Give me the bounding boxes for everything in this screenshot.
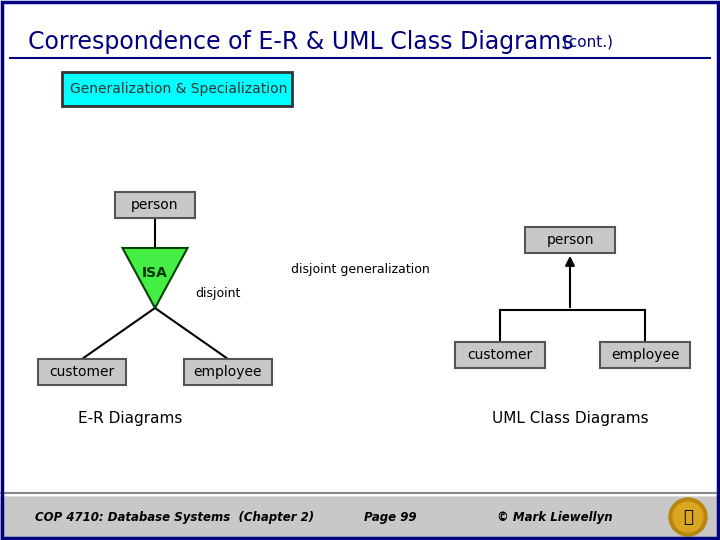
Text: Page 99: Page 99 xyxy=(364,511,416,524)
Circle shape xyxy=(669,498,707,536)
FancyBboxPatch shape xyxy=(62,72,292,106)
Text: ISA: ISA xyxy=(142,266,168,280)
Text: © Mark Liewellyn: © Mark Liewellyn xyxy=(498,511,613,524)
FancyBboxPatch shape xyxy=(525,227,615,253)
Text: person: person xyxy=(131,198,179,212)
Text: UML Class Diagrams: UML Class Diagrams xyxy=(492,410,648,426)
Text: employee: employee xyxy=(611,348,679,362)
FancyBboxPatch shape xyxy=(115,192,195,218)
Text: disjoint: disjoint xyxy=(195,287,240,300)
Text: 🦢: 🦢 xyxy=(683,508,693,526)
Polygon shape xyxy=(122,248,187,308)
Text: employee: employee xyxy=(194,365,262,379)
Text: disjoint generalization: disjoint generalization xyxy=(291,264,429,276)
Text: customer: customer xyxy=(467,348,533,362)
Text: (cont.): (cont.) xyxy=(558,35,613,50)
Circle shape xyxy=(673,502,703,532)
Text: Generalization & Specialization: Generalization & Specialization xyxy=(70,82,287,96)
FancyBboxPatch shape xyxy=(600,342,690,368)
Text: COP 4710: Database Systems  (Chapter 2): COP 4710: Database Systems (Chapter 2) xyxy=(35,511,315,524)
FancyBboxPatch shape xyxy=(0,497,720,540)
FancyBboxPatch shape xyxy=(38,359,126,385)
FancyBboxPatch shape xyxy=(455,342,545,368)
FancyBboxPatch shape xyxy=(184,359,272,385)
Text: person: person xyxy=(546,233,594,247)
Text: customer: customer xyxy=(50,365,114,379)
Text: Correspondence of E-R & UML Class Diagrams: Correspondence of E-R & UML Class Diagra… xyxy=(28,30,574,54)
Text: E-R Diagrams: E-R Diagrams xyxy=(78,410,182,426)
